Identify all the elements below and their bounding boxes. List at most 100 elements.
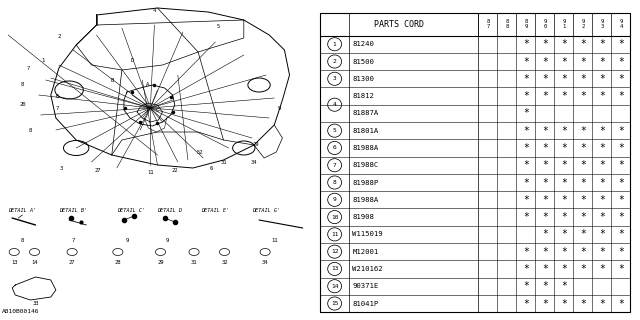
- Text: *: *: [599, 229, 605, 239]
- Text: *: *: [561, 247, 567, 257]
- Text: 81988A: 81988A: [353, 197, 379, 203]
- Text: *: *: [561, 160, 567, 170]
- Text: 9
3: 9 3: [600, 19, 604, 29]
- Text: *: *: [618, 57, 624, 67]
- Text: 4: 4: [333, 102, 337, 107]
- Text: DETAIL G': DETAIL G': [252, 208, 280, 213]
- Text: *: *: [542, 91, 548, 101]
- Text: 8: 8: [333, 180, 337, 185]
- Text: 1: 1: [333, 42, 337, 47]
- Text: *: *: [599, 212, 605, 222]
- Text: *: *: [561, 212, 567, 222]
- Text: *: *: [599, 74, 605, 84]
- Text: *: *: [542, 160, 548, 170]
- Text: 8
8: 8 8: [506, 19, 509, 29]
- Text: 8: 8: [20, 238, 24, 243]
- Text: *: *: [618, 160, 624, 170]
- Text: 81988C: 81988C: [353, 162, 379, 168]
- Text: PARTS CORD: PARTS CORD: [374, 20, 424, 28]
- Text: *: *: [618, 212, 624, 222]
- Text: *: *: [580, 299, 586, 308]
- Text: *: *: [599, 247, 605, 257]
- Text: 81988A: 81988A: [353, 145, 379, 151]
- Text: *: *: [542, 143, 548, 153]
- Text: *: *: [618, 143, 624, 153]
- Text: 2: 2: [333, 59, 337, 64]
- Text: 81988P: 81988P: [353, 180, 379, 186]
- Text: *: *: [580, 39, 586, 49]
- Text: *: *: [618, 91, 624, 101]
- Text: *: *: [561, 74, 567, 84]
- Text: *: *: [599, 126, 605, 136]
- Text: *: *: [523, 39, 529, 49]
- Text: *: *: [580, 143, 586, 153]
- Text: *: *: [618, 39, 624, 49]
- Text: 13: 13: [331, 267, 339, 271]
- Text: 5: 5: [217, 23, 220, 28]
- Text: 10: 10: [331, 215, 339, 220]
- Text: *: *: [599, 91, 605, 101]
- Text: 12: 12: [331, 249, 339, 254]
- Text: *: *: [561, 195, 567, 205]
- Text: *: *: [599, 178, 605, 188]
- Text: *: *: [542, 247, 548, 257]
- Text: 11: 11: [271, 238, 278, 243]
- Text: 81041P: 81041P: [353, 300, 379, 307]
- Text: *: *: [542, 281, 548, 291]
- Text: *: *: [599, 57, 605, 67]
- Text: A: A: [146, 83, 149, 87]
- Text: 31: 31: [191, 260, 197, 265]
- Text: A810B00146: A810B00146: [2, 309, 40, 314]
- Text: 7: 7: [55, 106, 58, 110]
- Text: *: *: [523, 195, 529, 205]
- Text: 14: 14: [31, 260, 38, 265]
- Text: B: B: [110, 77, 113, 83]
- Text: *: *: [599, 160, 605, 170]
- Text: *: *: [580, 126, 586, 136]
- Text: *: *: [561, 281, 567, 291]
- Text: 81801A: 81801A: [353, 128, 379, 134]
- Text: *: *: [618, 178, 624, 188]
- Text: DETAIL C': DETAIL C': [117, 208, 145, 213]
- Text: *: *: [523, 264, 529, 274]
- Text: 1: 1: [41, 58, 44, 62]
- Text: *: *: [523, 281, 529, 291]
- Text: *: *: [599, 299, 605, 308]
- Text: *: *: [618, 74, 624, 84]
- Text: 9: 9: [278, 106, 281, 110]
- Text: *: *: [561, 229, 567, 239]
- Text: *: *: [618, 299, 624, 308]
- Text: *: *: [561, 143, 567, 153]
- Text: *: *: [523, 74, 529, 84]
- Text: *: *: [580, 178, 586, 188]
- Text: 90371E: 90371E: [353, 283, 379, 289]
- Text: *: *: [542, 212, 548, 222]
- Text: *: *: [599, 195, 605, 205]
- Text: DETAIL E': DETAIL E': [201, 208, 229, 213]
- Text: DETAIL B': DETAIL B': [59, 208, 87, 213]
- Text: 9
2: 9 2: [581, 19, 584, 29]
- Text: *: *: [523, 91, 529, 101]
- Text: *: *: [542, 57, 548, 67]
- Text: 11: 11: [147, 170, 154, 174]
- Text: 33: 33: [32, 301, 39, 306]
- Text: *: *: [580, 160, 586, 170]
- Text: 15: 15: [331, 301, 339, 306]
- Text: *: *: [580, 212, 586, 222]
- Text: 8
7: 8 7: [486, 19, 490, 29]
- Text: *: *: [523, 143, 529, 153]
- Text: 20: 20: [19, 102, 26, 108]
- Text: 13: 13: [11, 260, 17, 265]
- Text: 29: 29: [157, 260, 164, 265]
- Text: DETAIL D: DETAIL D: [157, 208, 182, 213]
- Text: *: *: [561, 264, 567, 274]
- Text: 81500: 81500: [353, 59, 374, 65]
- Text: 27: 27: [69, 260, 76, 265]
- Text: 6: 6: [333, 145, 337, 150]
- Text: M12001: M12001: [353, 249, 379, 255]
- Text: *: *: [561, 91, 567, 101]
- Text: *: *: [523, 212, 529, 222]
- Text: *: *: [523, 126, 529, 136]
- Text: *: *: [599, 143, 605, 153]
- Text: 29: 29: [253, 142, 259, 148]
